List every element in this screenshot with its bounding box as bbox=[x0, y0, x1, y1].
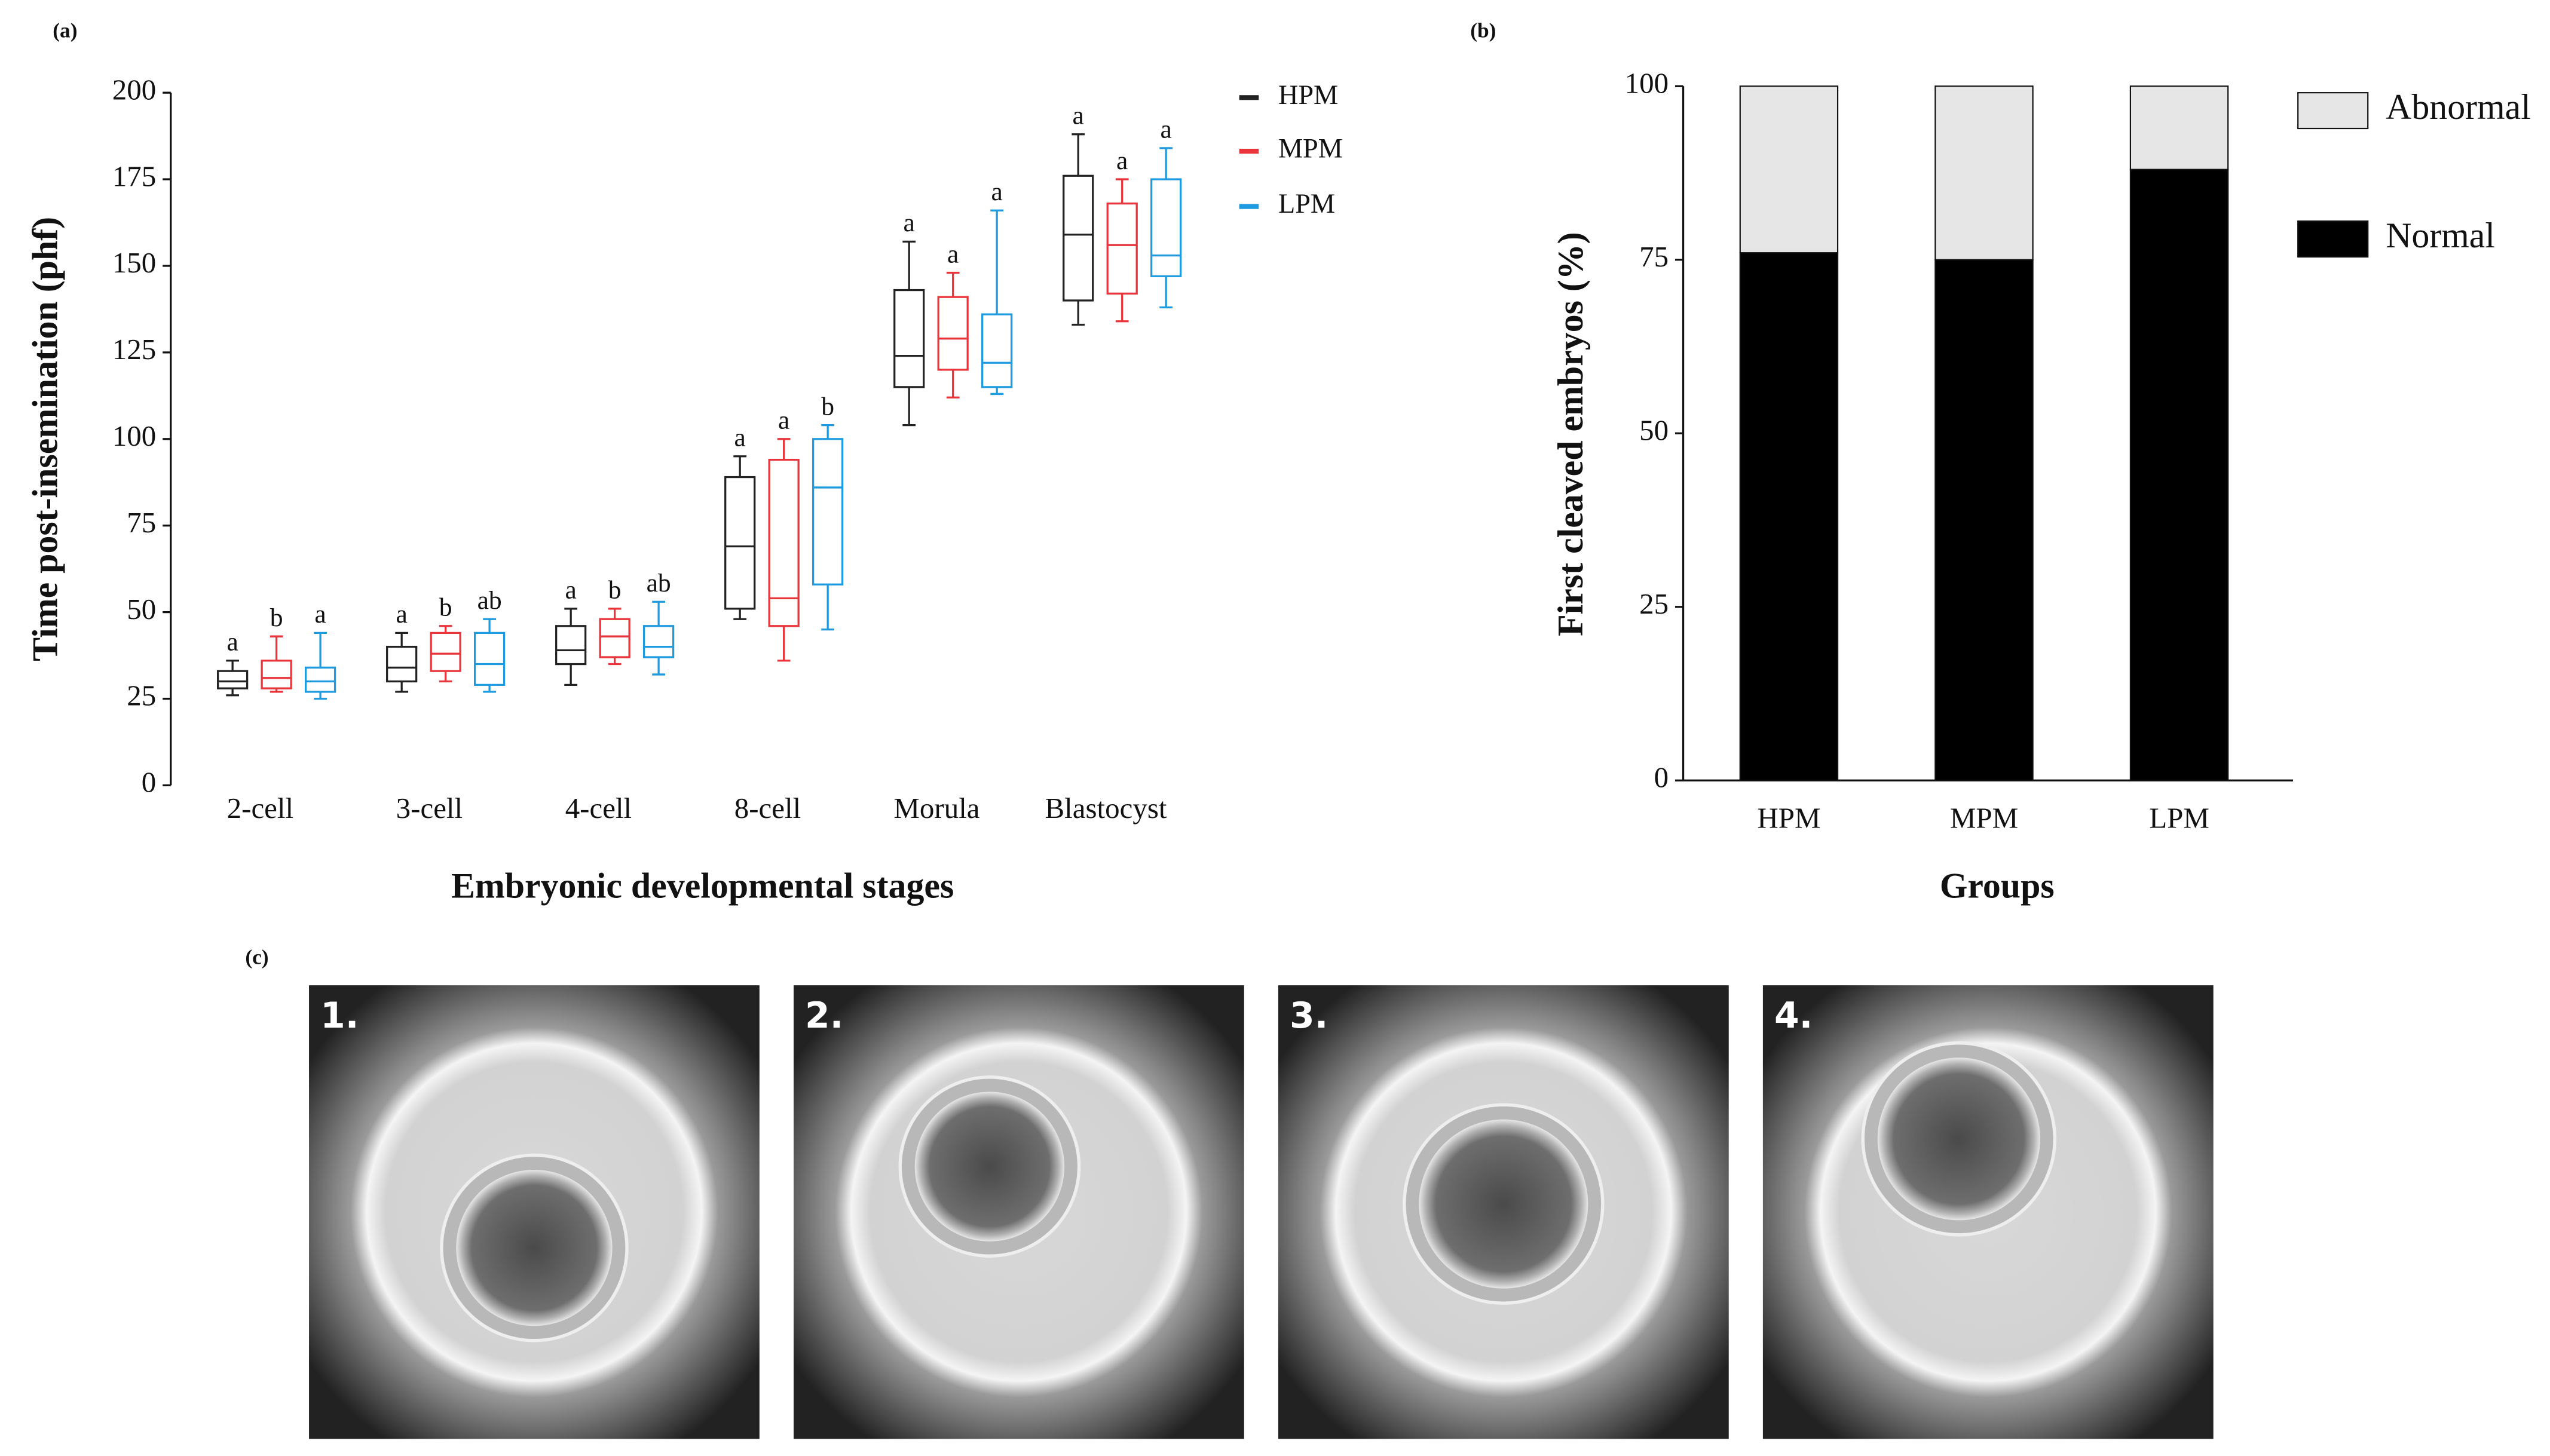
legend-swatch bbox=[2297, 220, 2369, 258]
embryo-image: 3. bbox=[1278, 985, 1729, 1439]
box bbox=[937, 296, 969, 371]
x-tick-label: 8-cell bbox=[734, 792, 801, 824]
significance-label: ab bbox=[477, 586, 502, 615]
box bbox=[812, 438, 844, 586]
box bbox=[217, 670, 249, 689]
y-tick-label: 175 bbox=[112, 160, 156, 192]
box bbox=[1150, 178, 1182, 277]
bar-segment bbox=[2129, 168, 2229, 781]
box bbox=[768, 458, 800, 627]
x-axis-title: Groups bbox=[1940, 866, 2055, 905]
significance-label: a bbox=[778, 406, 789, 435]
y-tick-label: 25 bbox=[1639, 587, 1669, 620]
box bbox=[724, 476, 756, 610]
significance-label: a bbox=[565, 576, 577, 605]
box bbox=[1106, 203, 1138, 295]
significance-label: b bbox=[439, 593, 452, 622]
y-tick-label: 150 bbox=[112, 246, 156, 279]
box bbox=[386, 645, 418, 683]
y-tick-label: 75 bbox=[127, 506, 156, 539]
bar-segment bbox=[1739, 85, 1839, 254]
y-axis-title: First cleaved embryos (%) bbox=[1551, 232, 1590, 636]
x-tick-label: HPM bbox=[1757, 802, 1820, 835]
y-tick-label: 125 bbox=[112, 333, 156, 366]
x-tick-label: 3-cell bbox=[396, 792, 463, 824]
y-tick-label: 200 bbox=[112, 73, 156, 106]
x-tick-label: 2-cell bbox=[227, 792, 293, 824]
legend-label: MPM bbox=[1278, 134, 1343, 164]
box bbox=[981, 313, 1013, 388]
bar-segment bbox=[2129, 85, 2229, 170]
embryo bbox=[1877, 1057, 2040, 1221]
significance-label: a bbox=[734, 424, 746, 452]
embryo bbox=[456, 1170, 613, 1326]
image-number: 2. bbox=[805, 995, 843, 1037]
significance-label: a bbox=[314, 600, 326, 629]
box bbox=[893, 289, 925, 388]
y-tick-label: 100 bbox=[112, 419, 156, 452]
embryo bbox=[1419, 1119, 1588, 1289]
significance-label: a bbox=[1073, 101, 1084, 130]
y-tick-label: 100 bbox=[1625, 67, 1669, 100]
legend-swatch bbox=[2297, 92, 2369, 130]
box bbox=[473, 632, 506, 686]
significance-label: a bbox=[1161, 115, 1172, 144]
panel-label: (a) bbox=[53, 19, 77, 42]
box bbox=[555, 625, 587, 666]
panel-label: (c) bbox=[245, 945, 268, 969]
box bbox=[599, 618, 630, 658]
legend-label: HPM bbox=[1278, 80, 1338, 111]
legend-label: Normal bbox=[2386, 216, 2495, 255]
significance-label: a bbox=[991, 177, 1002, 206]
x-tick-label: 4-cell bbox=[565, 792, 632, 824]
bar-segment bbox=[1934, 85, 2034, 260]
box bbox=[430, 632, 461, 672]
image-number: 1. bbox=[320, 995, 359, 1037]
significance-label: b bbox=[608, 576, 622, 605]
significance-label: a bbox=[904, 209, 915, 237]
y-tick-label: 25 bbox=[127, 679, 156, 712]
image-number: 4. bbox=[1774, 995, 1813, 1037]
bar-segment bbox=[1739, 252, 1839, 781]
box bbox=[304, 666, 336, 693]
embryo-image: 2. bbox=[793, 985, 1244, 1439]
y-tick-label: 75 bbox=[1639, 240, 1669, 273]
box bbox=[1063, 174, 1094, 302]
y-tick-label: 50 bbox=[1639, 413, 1669, 446]
significance-label: a bbox=[947, 240, 959, 268]
bar-segment bbox=[1934, 259, 2034, 781]
panel-label: (b) bbox=[1470, 19, 1496, 42]
x-axis-title: Embryonic developmental stages bbox=[451, 866, 954, 905]
embryo-image: 1. bbox=[309, 985, 760, 1439]
x-tick-label: Blastocyst bbox=[1045, 792, 1167, 824]
box bbox=[261, 660, 292, 689]
y-tick-label: 50 bbox=[127, 593, 156, 626]
legend-label: LPM bbox=[1278, 189, 1335, 219]
significance-label: b bbox=[270, 603, 283, 632]
significance-label: b bbox=[821, 392, 834, 421]
legend-label: Abnormal bbox=[2386, 87, 2531, 127]
y-tick-label: 0 bbox=[142, 766, 156, 799]
y-axis-title: Time post-insemination (phf) bbox=[25, 217, 65, 661]
embryo-image: 4. bbox=[1762, 985, 2214, 1439]
y-tick-label: 0 bbox=[1654, 761, 1669, 793]
x-tick-label: MPM bbox=[1950, 802, 2018, 835]
box bbox=[643, 625, 675, 658]
image-number: 3. bbox=[1290, 995, 1328, 1037]
significance-label: a bbox=[396, 600, 407, 629]
x-tick-label: Morula bbox=[893, 792, 979, 824]
significance-label: a bbox=[226, 628, 238, 657]
significance-label: a bbox=[1116, 146, 1128, 175]
significance-label: ab bbox=[647, 569, 671, 597]
x-tick-label: LPM bbox=[2149, 802, 2209, 835]
embryo bbox=[914, 1092, 1065, 1242]
